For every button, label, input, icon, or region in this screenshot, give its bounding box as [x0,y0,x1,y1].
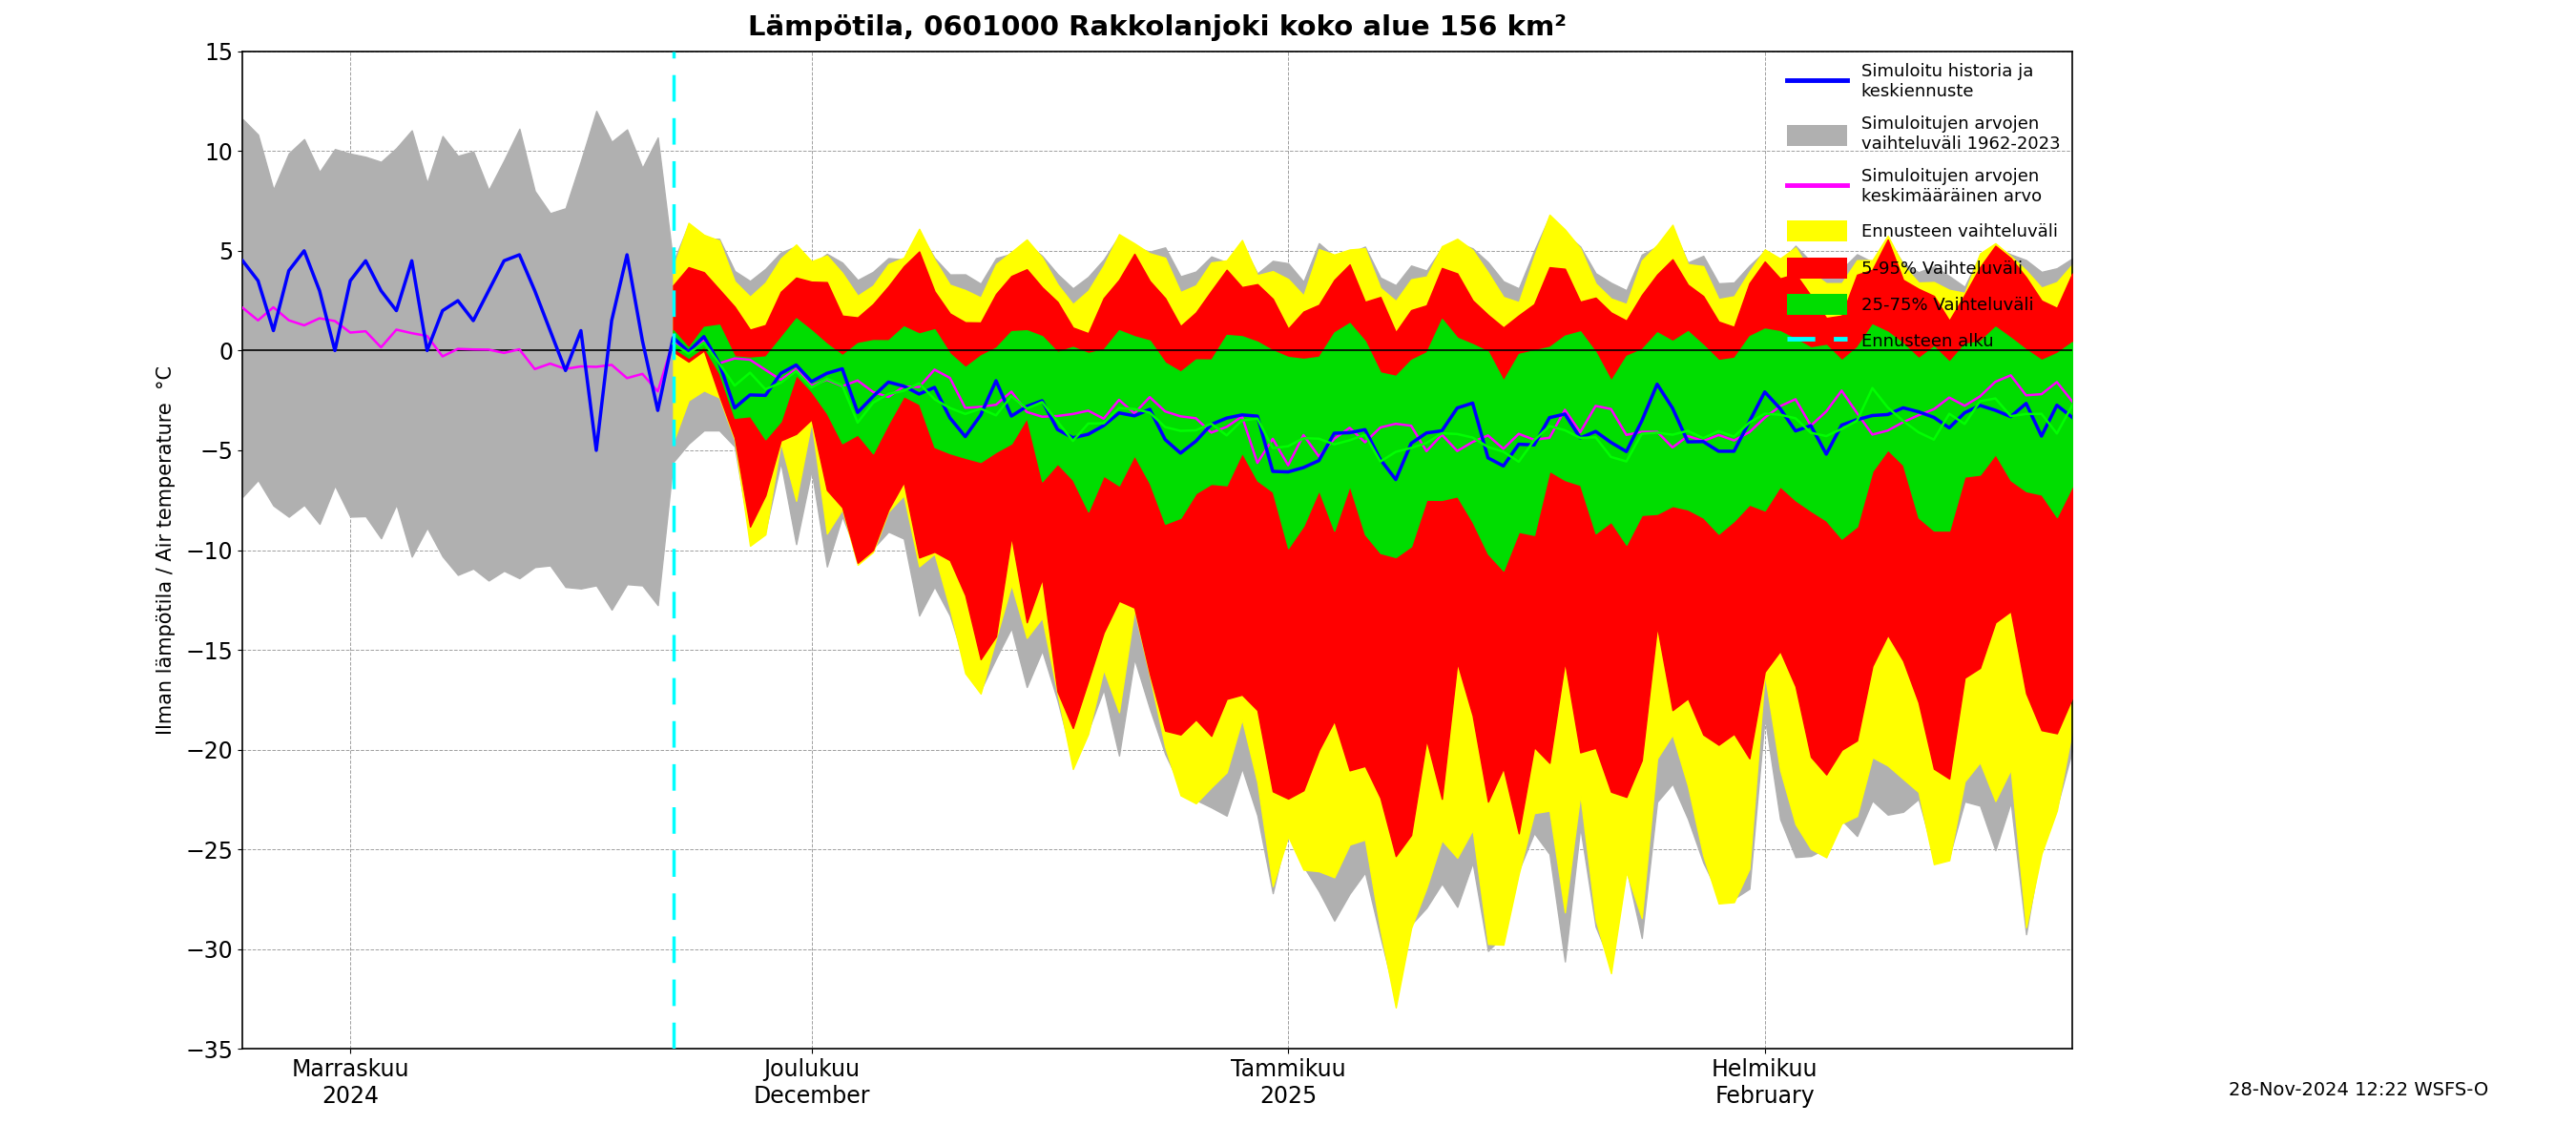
Text: 28-Nov-2024 12:22 WSFS-O: 28-Nov-2024 12:22 WSFS-O [2228,1081,2488,1099]
Title: Lämpötila, 0601000 Rakkolanjoki koko alue 156 km²: Lämpötila, 0601000 Rakkolanjoki koko alu… [747,14,1566,41]
Legend: Simuloitu historia ja
keskiennuste, Simuloitujen arvojen
vaihteluväli 1962-2023,: Simuloitu historia ja keskiennuste, Simu… [1780,56,2066,358]
Y-axis label: Ilman lämpötila / Air temperature  °C: Ilman lämpötila / Air temperature °C [157,365,175,735]
